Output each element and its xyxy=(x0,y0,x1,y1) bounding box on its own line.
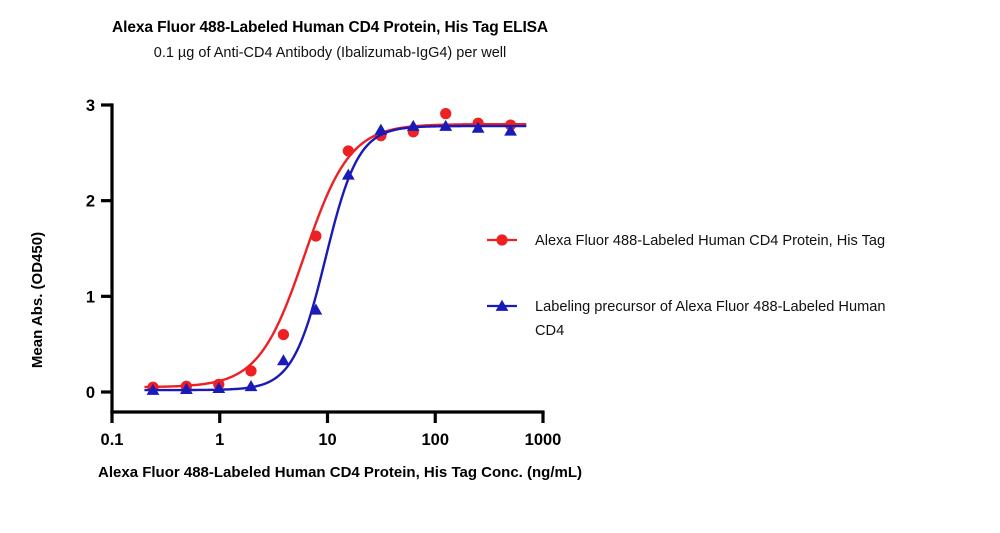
legend-label: Labeling precursor of Alexa Fluor 488-La… xyxy=(535,299,885,339)
data-point-marker xyxy=(244,380,258,392)
data-point-marker xyxy=(146,383,160,395)
legend-item-2[interactable]: Labeling precursor of Alexa Fluor 488-La… xyxy=(487,299,885,339)
data-point-marker xyxy=(406,119,420,131)
y-tick-label: 1 xyxy=(86,288,95,306)
data-point-marker xyxy=(471,121,485,133)
series-2 xyxy=(144,119,527,395)
data-point-marker xyxy=(341,168,355,180)
x-axis-ticks: 0.1 1 10 100 1000 xyxy=(101,412,562,449)
data-point-marker xyxy=(342,145,354,157)
series-group xyxy=(144,108,527,395)
legend-marker-circle xyxy=(496,234,508,246)
data-point-marker xyxy=(212,381,226,394)
data-point-marker xyxy=(277,354,290,366)
x-tick-label: 1000 xyxy=(525,431,562,449)
data-point-marker xyxy=(245,365,257,377)
y-tick-label: 0 xyxy=(86,384,95,402)
chart-subtitle: 0.1 µg of Anti-CD4 Antibody (Ibalizumab-… xyxy=(153,45,507,61)
legend-item-1[interactable]: Alexa Fluor 488-Labeled Human CD4 Protei… xyxy=(487,233,885,249)
y-tick-label: 3 xyxy=(86,97,95,115)
data-point-marker xyxy=(439,119,453,131)
data-point-marker xyxy=(277,329,290,341)
y-axis-ticks: 0 1 2 3 xyxy=(86,97,112,402)
data-point-marker xyxy=(440,108,452,120)
x-axis-title: Alexa Fluor 488-Labeled Human CD4 Protei… xyxy=(98,464,582,481)
x-tick-label: 0.1 xyxy=(101,431,124,449)
chart-legend: Alexa Fluor 488-Labeled Human CD4 Protei… xyxy=(487,233,885,339)
title-block: Alexa Fluor 488-Labeled Human CD4 Protei… xyxy=(0,18,660,63)
axes-group: 0 1 2 3 0.1 1 10 100 1000 xyxy=(86,97,562,449)
data-point-marker xyxy=(374,123,388,135)
page-title: Alexa Fluor 488-Labeled Human CD4 Protei… xyxy=(112,19,548,36)
data-point-marker xyxy=(309,303,323,315)
y-axis-title: Mean Abs. (OD450) xyxy=(29,232,46,368)
x-tick-label: 100 xyxy=(421,431,449,449)
legend-label: Alexa Fluor 488-Labeled Human CD4 Protei… xyxy=(535,233,885,249)
x-tick-label: 10 xyxy=(318,431,336,449)
series-curve xyxy=(144,122,527,389)
legend-marker-triangle xyxy=(495,299,509,311)
series-1 xyxy=(144,108,527,393)
data-point-marker xyxy=(179,382,193,394)
data-point-marker xyxy=(504,124,517,136)
data-point-marker xyxy=(310,230,322,242)
x-tick-label: 1 xyxy=(215,431,224,449)
series-curve xyxy=(144,124,527,392)
y-tick-label: 2 xyxy=(86,193,95,211)
